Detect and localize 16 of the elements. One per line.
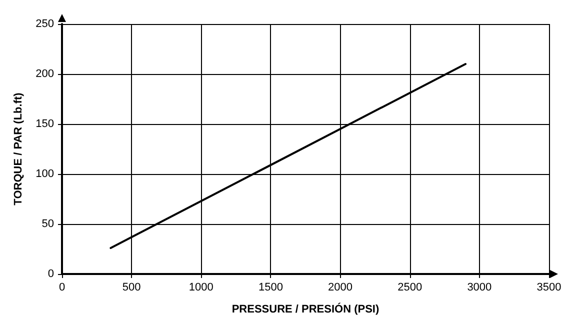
x-tick-label: 2000: [328, 282, 353, 294]
x-tick-label: 3500: [536, 282, 562, 294]
x-tick-label: 3000: [467, 282, 492, 294]
x-tick-label: 2500: [398, 282, 422, 294]
x-tick-label: 1500: [258, 282, 283, 294]
y-tick-label: 100: [36, 168, 54, 180]
y-tick-label: 50: [42, 218, 54, 230]
x-tick-label: 500: [122, 282, 141, 294]
x-axis-title: PRESSURE / PRESIÓN (PSI): [232, 302, 380, 316]
y-axis-title: TORQUE / PAR (Lb.ft): [12, 92, 24, 206]
y-tick-label: 150: [36, 118, 54, 130]
y-tick-label: 200: [36, 68, 54, 80]
x-tick-label: 0: [58, 282, 66, 294]
x-tick-label: 1000: [188, 282, 214, 294]
y-tick-label: 250: [36, 18, 54, 30]
y-tick-label: 0: [48, 268, 54, 280]
